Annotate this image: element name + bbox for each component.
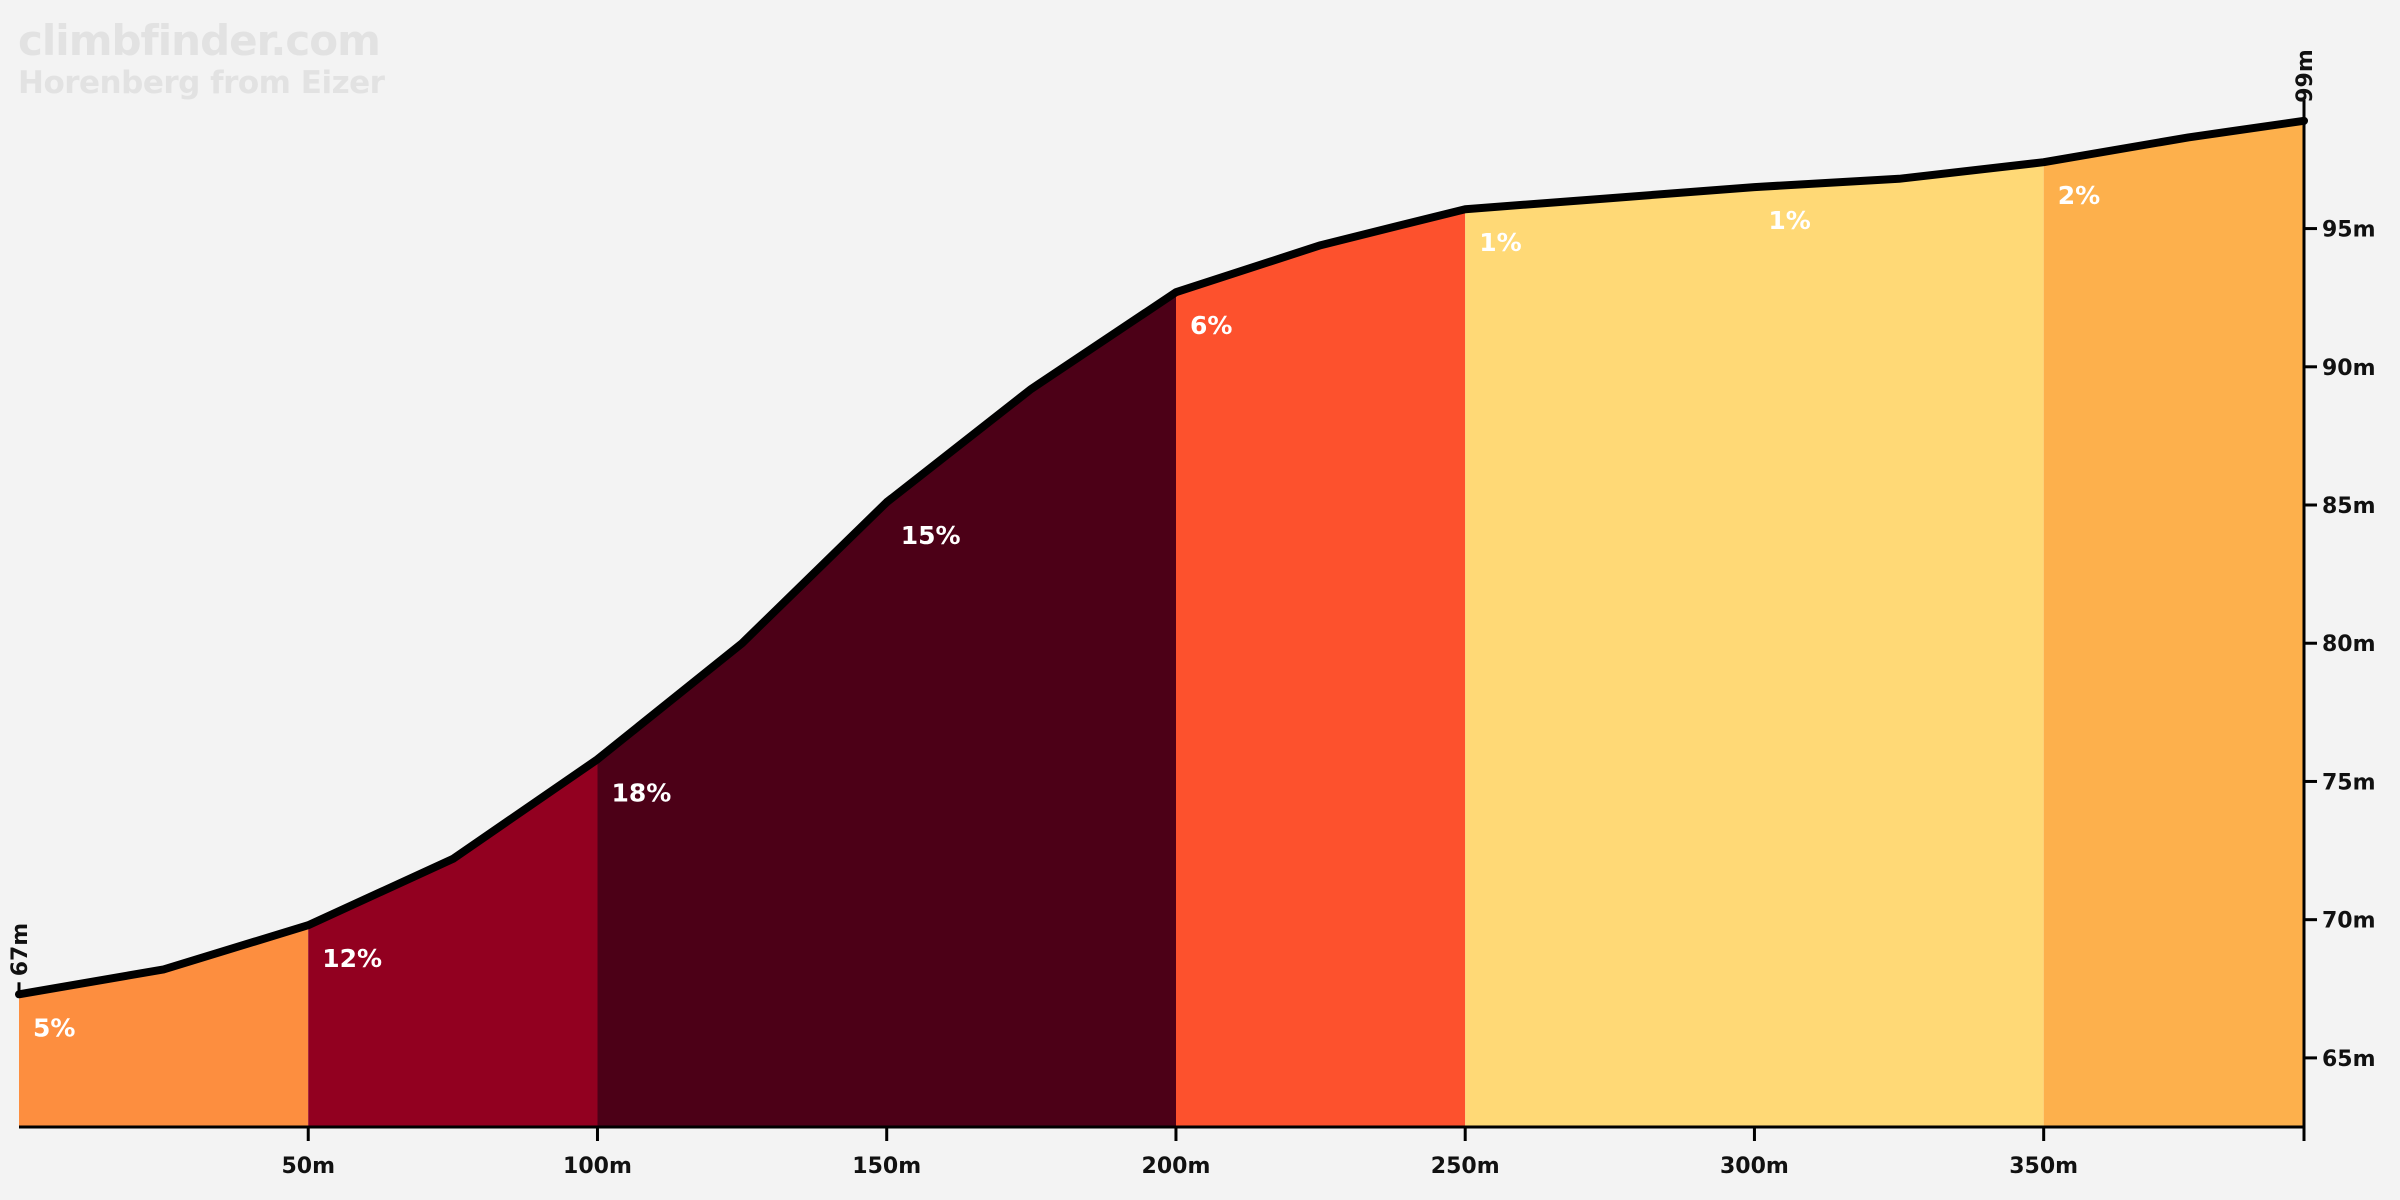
gradient-label-6: 2% <box>2058 181 2100 210</box>
gradient-label-5: 1% <box>1479 228 1521 257</box>
gradient-label-4: 6% <box>1190 311 1232 340</box>
x-tick-label: 100m <box>563 1154 632 1179</box>
y-tick-label: 95m <box>2322 218 2376 243</box>
watermark-climb-name: Horenberg from Eizer <box>18 65 385 101</box>
segment-area-1 <box>19 925 309 1127</box>
watermark-site: climbfinder.com <box>18 16 381 65</box>
segment-area-2 <box>308 759 598 1127</box>
y-tick-label: 85m <box>2322 494 2376 519</box>
y-tick-label: 90m <box>2322 356 2376 381</box>
end-elevation-label: 99m <box>2293 49 2318 103</box>
segments-layer <box>19 120 2304 1128</box>
elevation-profile-line <box>15 116 2308 999</box>
x-tick-label: 200m <box>1142 1154 1211 1179</box>
y-tick-label: 80m <box>2322 632 2376 657</box>
axes-layer: 50m 100m 150m 200m 250m 300m 350m 65m 70m 75m 80m 8… <box>8 49 2376 1179</box>
x-tick-label: 150m <box>852 1154 921 1179</box>
gradient-label-2: 12% <box>322 944 382 973</box>
gradient-label-1: 5% <box>33 1013 75 1042</box>
profile-line-layer <box>15 116 2308 999</box>
gradient-labels-layer: 5% 12% 18% 6% 1% 2% 15% 1% <box>33 181 2100 1042</box>
start-elevation-label: 67m <box>8 923 33 977</box>
gradient-label-7: 15% <box>901 521 961 550</box>
x-tick-label: 300m <box>1720 1154 1789 1179</box>
segment-area-6 <box>2043 120 2304 1128</box>
y-tick-label: 65m <box>2322 1047 2376 1072</box>
segment-area-3 <box>597 292 1176 1127</box>
gradient-label-8: 1% <box>1768 206 1810 235</box>
x-tick-label: 50m <box>281 1154 335 1179</box>
gradient-label-3: 18% <box>612 778 672 807</box>
watermark: climbfinder.com Horenberg from Eizer <box>18 16 385 101</box>
y-tick-label: 75m <box>2322 770 2376 795</box>
x-tick-label: 350m <box>2009 1154 2078 1179</box>
y-tick-label: 70m <box>2322 909 2376 934</box>
segment-area-5 <box>1465 162 2044 1127</box>
segment-area-4 <box>1176 209 1466 1127</box>
x-tick-label: 250m <box>1431 1154 1500 1179</box>
